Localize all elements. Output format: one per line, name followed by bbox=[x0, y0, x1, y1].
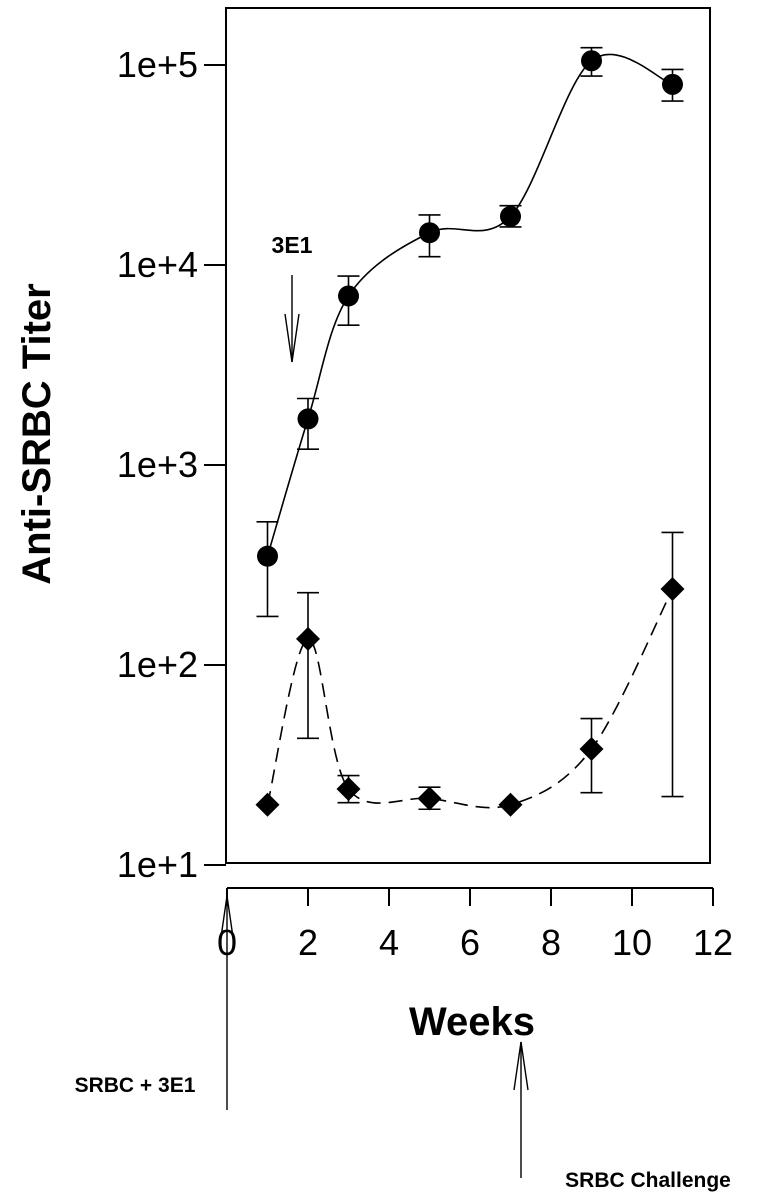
data-point-circle bbox=[662, 73, 683, 95]
annotation-layer: 3E1 SRBC + 3E1 SRBC Challenge bbox=[75, 232, 731, 1192]
data-point-diamond bbox=[336, 776, 361, 801]
error-bar bbox=[661, 531, 684, 798]
y-tick-label: 1e+5 bbox=[117, 44, 198, 85]
arrow-srbc-3e1-head bbox=[219, 895, 235, 945]
data-point-diamond bbox=[498, 792, 523, 817]
y-axis: 1e+1 1e+2 1e+3 1e+4 1e+5 bbox=[117, 44, 226, 885]
plot-area bbox=[225, 7, 711, 864]
arrow-srbc-3e1 bbox=[219, 895, 235, 1110]
y-axis-label: Anti-SRBC Titer bbox=[15, 283, 59, 584]
data-point-circle bbox=[419, 222, 440, 244]
data-point-circle bbox=[500, 205, 521, 227]
x-tick-label: 6 bbox=[460, 922, 480, 963]
data-point-diamond bbox=[579, 737, 604, 762]
error-bar bbox=[256, 520, 279, 618]
x-tick-label: 4 bbox=[379, 922, 399, 963]
data-point-diamond bbox=[417, 786, 442, 811]
series-1 bbox=[256, 46, 684, 618]
error-bar bbox=[297, 591, 319, 740]
arrow-3e1 bbox=[284, 275, 300, 363]
y-tick-label: 1e+2 bbox=[117, 644, 198, 685]
series-2 bbox=[255, 531, 685, 817]
arrow-3e1-head bbox=[284, 313, 300, 363]
data-point-circle bbox=[257, 545, 278, 567]
data-point-diamond bbox=[296, 626, 320, 651]
y-tick-label: 1e+3 bbox=[117, 444, 198, 485]
arrow-srbc-challenge-head bbox=[513, 1041, 529, 1091]
series-2-line bbox=[266, 588, 674, 809]
x-tick-label: 12 bbox=[693, 922, 733, 963]
y-tick-label: 1e+1 bbox=[117, 844, 198, 885]
y-tick-label: 1e+4 bbox=[117, 244, 198, 285]
arrow-srbc-challenge bbox=[513, 1041, 529, 1178]
plot-frame bbox=[225, 7, 711, 864]
data-point-circle bbox=[297, 408, 319, 430]
data-point-diamond bbox=[255, 792, 280, 817]
series-1-line bbox=[266, 53, 673, 557]
data-point-circle bbox=[338, 285, 359, 307]
x-tick-label: 10 bbox=[612, 922, 652, 963]
x-axis: 0 2 4 6 8 10 12 bbox=[217, 887, 733, 963]
data-point-diamond bbox=[660, 576, 685, 601]
annotation-srbc-3e1: SRBC + 3E1 bbox=[75, 1074, 196, 1097]
x-tick-label: 8 bbox=[541, 922, 561, 963]
annotation-3e1: 3E1 bbox=[272, 232, 313, 258]
annotation-srbc-challenge: SRBC Challenge bbox=[565, 1169, 731, 1192]
x-axis-label: Weeks bbox=[409, 1000, 535, 1044]
x-tick-label: 2 bbox=[298, 922, 318, 963]
data-point-circle bbox=[581, 50, 602, 72]
series-layer bbox=[255, 46, 685, 817]
